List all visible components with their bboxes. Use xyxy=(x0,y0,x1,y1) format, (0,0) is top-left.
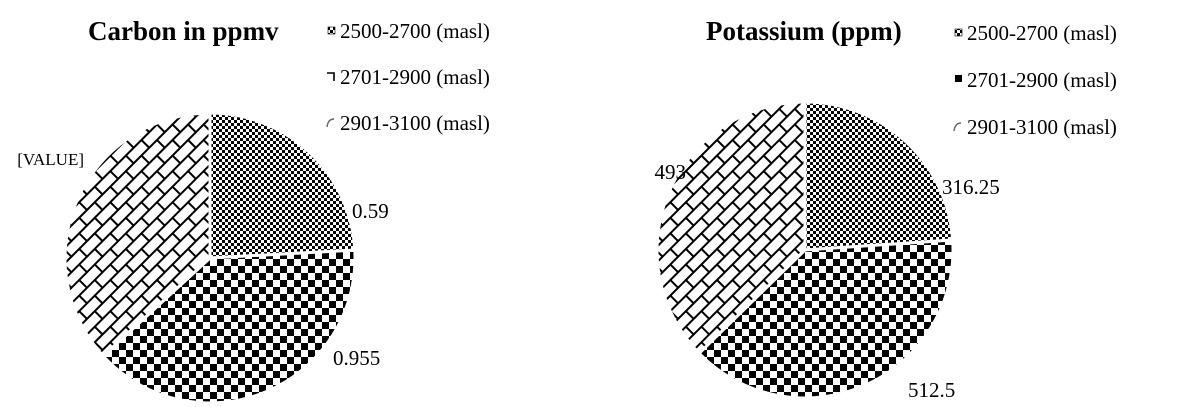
legend-marker xyxy=(327,72,335,81)
legend-marker xyxy=(326,118,335,128)
chart-title: Carbon in ppmv xyxy=(88,16,279,46)
legend-entry-label: 2701-2900 (masl) xyxy=(967,68,1117,92)
pie-slice-1 xyxy=(208,111,357,260)
pie-slice-1 xyxy=(803,100,955,252)
chart-title: Potassium (ppm) xyxy=(706,16,902,46)
pie-slices xyxy=(655,100,955,400)
legend: 2500-2700 (masl) 2701-2900 (masl) 2901-310… xyxy=(953,21,1117,139)
legend-marker xyxy=(327,26,336,35)
legend-marker xyxy=(955,75,962,82)
pie-slice-2 xyxy=(696,238,955,400)
data-label: 0.59 xyxy=(352,199,389,223)
data-label: 493 xyxy=(655,160,687,184)
legend-entry-label: 2901-3100 (masl) xyxy=(340,111,490,135)
pie-slice-3 xyxy=(655,100,807,356)
legend-entry-label: 2500-2700 (masl) xyxy=(967,21,1117,45)
legend-marker xyxy=(954,28,963,37)
data-label: 316.25 xyxy=(942,175,1000,199)
pie-slice-2 xyxy=(100,248,357,405)
pie-slice-3 xyxy=(63,111,212,359)
legend-marker xyxy=(953,122,962,132)
legend-entry-label: 2701-2900 (masl) xyxy=(340,65,490,89)
data-label: 512.5 xyxy=(908,378,955,402)
carbon-pie-chart: Carbon in ppmv 0.59 0.955 [VALUE] 2500-270… xyxy=(17,16,490,405)
legend-entry-label: 2500-2700 (masl) xyxy=(340,19,490,43)
pie-slices xyxy=(63,111,357,405)
potassium-pie-chart: Potassium (ppm) 316.25 512.5 493 2500-2700… xyxy=(655,16,1117,402)
legend-entry-label: 2901-3100 (masl) xyxy=(967,115,1117,139)
data-labels: 316.25 512.5 493 xyxy=(655,160,1000,402)
data-labels: 0.59 0.955 [VALUE] xyxy=(17,150,388,370)
data-label: 0.955 xyxy=(333,346,380,370)
data-label: [VALUE] xyxy=(17,150,84,169)
legend: 2500-2700 (masl) 2701-2900 (masl) 2901-310… xyxy=(326,19,490,135)
